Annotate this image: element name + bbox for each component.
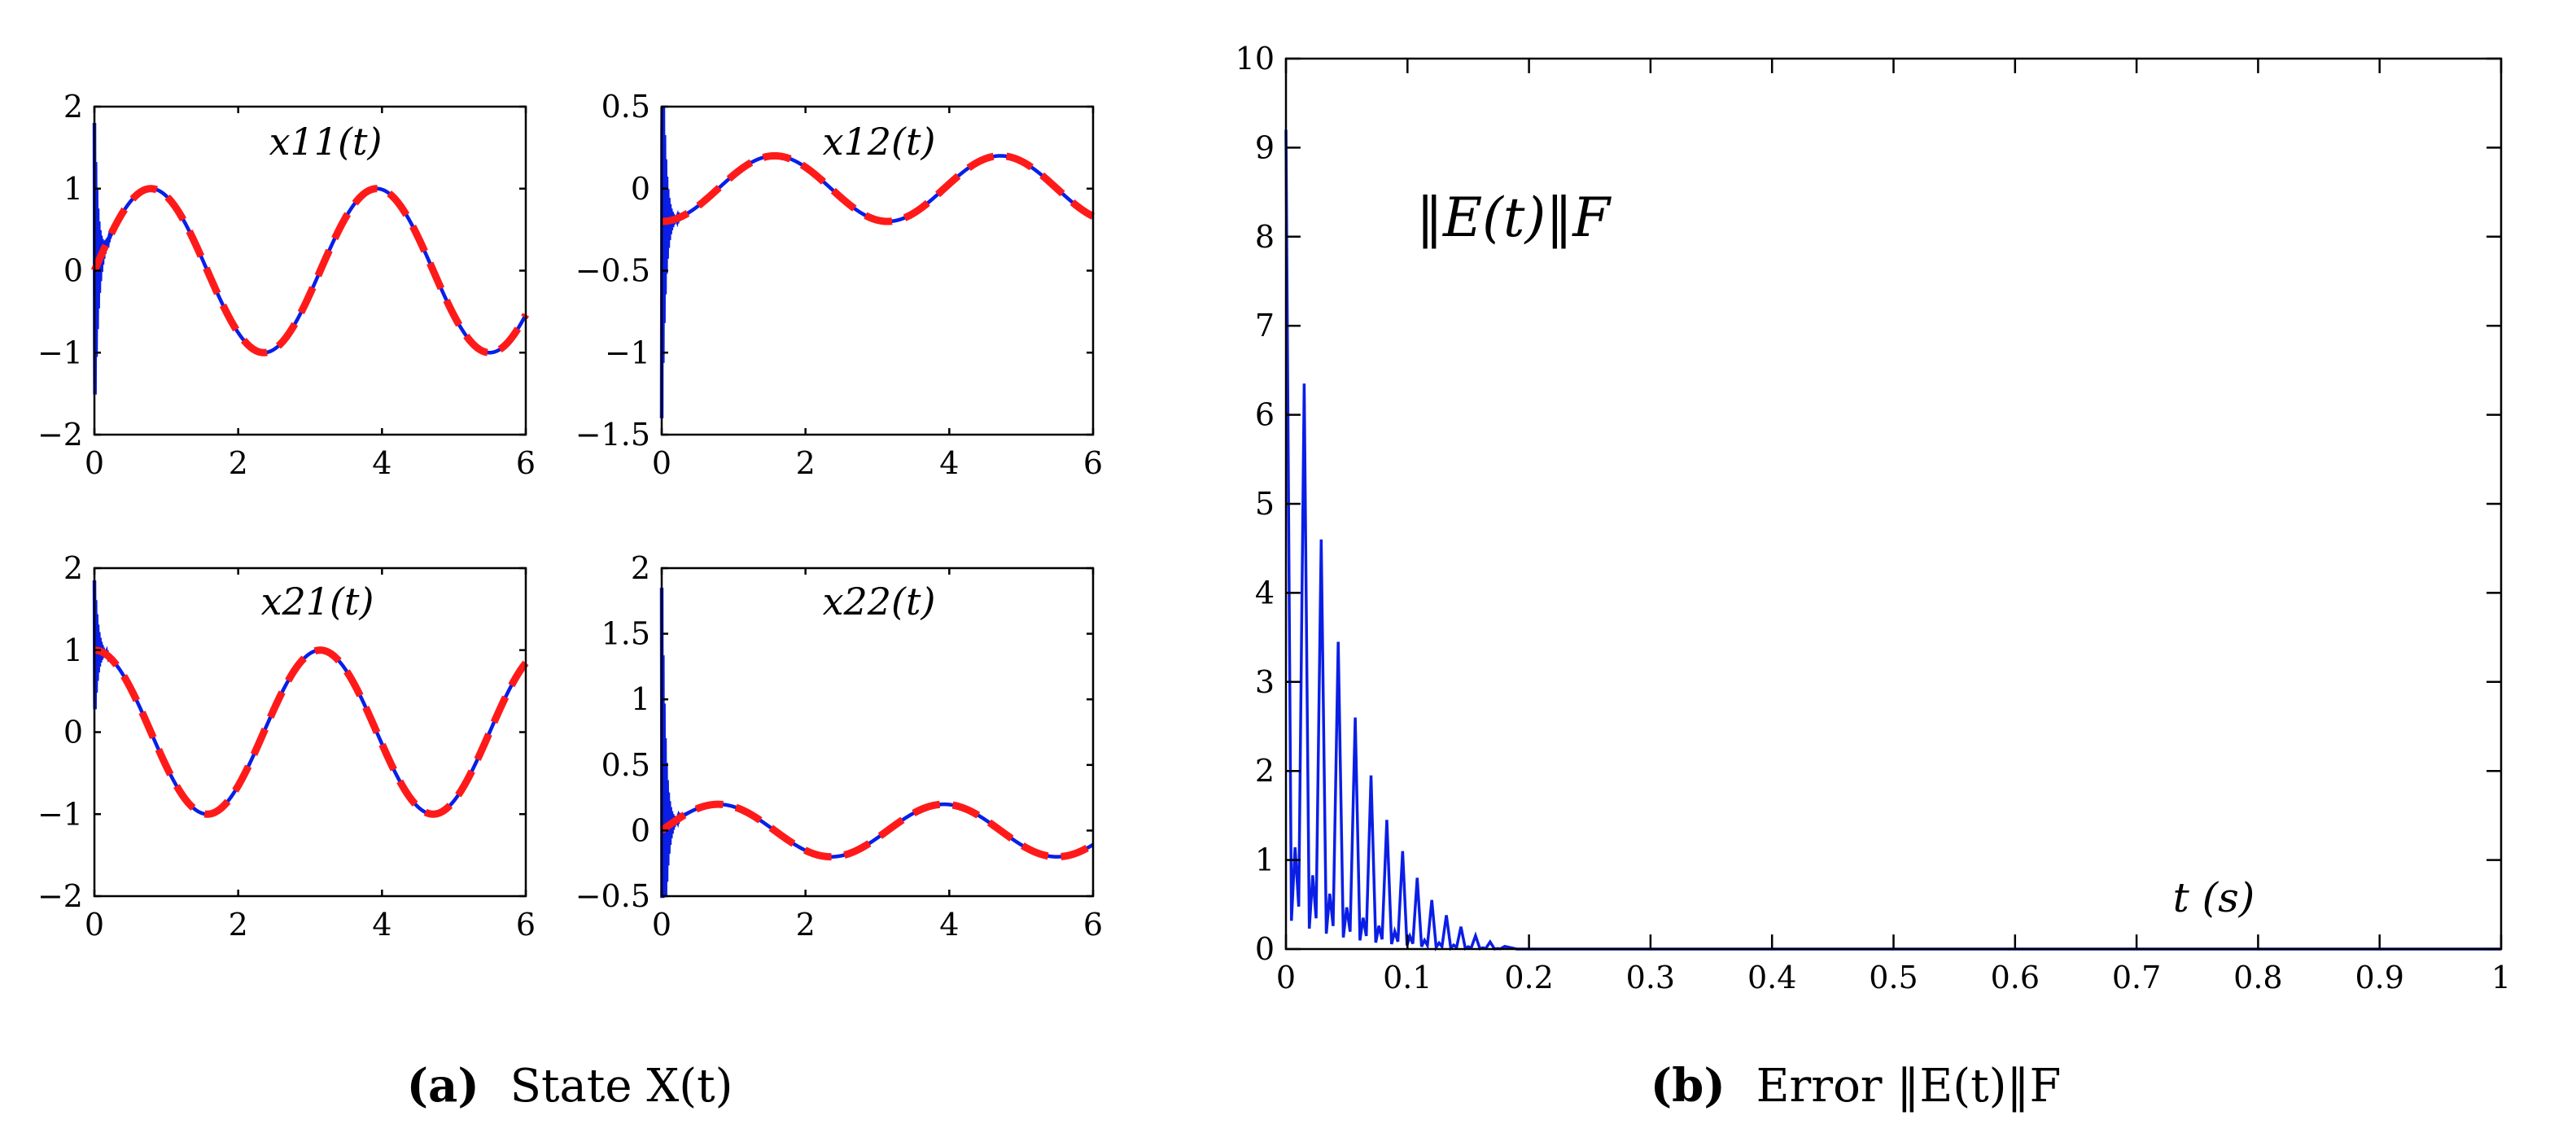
- x12-xtick-label: 4: [939, 445, 959, 481]
- error-norm-line: [1284, 129, 2501, 952]
- error-ytick-label: 4: [1255, 575, 1275, 610]
- error-xtick-label: 0.9: [2355, 960, 2403, 995]
- x11-ytick-label: −1: [37, 335, 83, 370]
- x12-ytick-label: −1: [605, 335, 650, 370]
- x12-title: x12(t): [823, 120, 936, 164]
- error-ytick-label: 10: [1236, 41, 1275, 77]
- x22-ytick-label: 1: [631, 681, 650, 717]
- x22-xtick-label: 0: [652, 907, 671, 943]
- x21-ytick-label: 1: [63, 632, 83, 668]
- x21-xtick-label: 0: [85, 907, 104, 943]
- subplot-error-norm: 0 0.1 0.2 0.3 0.4 0.5 0.6 0.7 0.8 0.9 101234567891…: [1236, 41, 2511, 995]
- error-ytick-label: 7: [1255, 308, 1275, 343]
- error-xtick-label: 0.3: [1626, 960, 1675, 995]
- x21-ytick-label: −2: [37, 878, 83, 914]
- error-xtick-label: 0.8: [2233, 960, 2282, 995]
- error-xtick-label: 0.7: [2112, 960, 2161, 995]
- subplot-x11: 0 2 4 6 −2 −1 0 1 2 x11(t): [37, 89, 536, 481]
- subplot-x22: 0 2 4 6−0.500.511.52 x22(t): [575, 550, 1103, 943]
- caption-a-text: State X(t): [510, 1060, 733, 1113]
- x21-xtick-label: 2: [229, 907, 248, 943]
- subplot-x21: 0 2 4 6 −2 −1 0 1 2 x21(t): [37, 550, 536, 943]
- x12-xtick-label: 0: [652, 445, 671, 481]
- x11-solution-line: [92, 123, 527, 395]
- x12-reference-line: [662, 151, 1095, 225]
- error-ytick-label: 3: [1255, 664, 1275, 700]
- error-xtick-label: 1: [2491, 960, 2511, 995]
- x22-ytick-label: 2: [631, 550, 650, 586]
- error-xlabel: t (s): [2173, 874, 2255, 921]
- x22-ytick-label: −0.5: [575, 878, 650, 914]
- error-ytick-label: 9: [1255, 129, 1275, 165]
- x22-xtick-label: 4: [939, 907, 959, 943]
- x21-ytick-label: −1: [37, 796, 83, 832]
- x11-ytick-label: 1: [63, 171, 83, 207]
- x22-xtick-label: 6: [1083, 907, 1103, 943]
- x12-xtick-label: 6: [1083, 445, 1103, 481]
- x12-ytick-label: 0: [631, 171, 650, 207]
- error-ytick-label: 8: [1255, 219, 1275, 255]
- x22-title: x22(t): [823, 580, 936, 623]
- x11-ytick-label: −2: [37, 417, 83, 453]
- x12-ytick-label: 0.5: [601, 89, 650, 125]
- x21-xtick-label: 4: [372, 907, 391, 943]
- x11-ytick-label: 0: [63, 253, 83, 289]
- x11-title: x11(t): [269, 120, 383, 164]
- x22-ytick-label: 0: [631, 812, 650, 848]
- error-ytick-label: 6: [1255, 397, 1275, 433]
- error-xtick-label: 0.1: [1383, 960, 1432, 995]
- x22-ytick-label: 0.5: [601, 747, 650, 783]
- x22-ytick-label: 1.5: [601, 616, 650, 652]
- error-xtick-label: 0.2: [1504, 960, 1553, 995]
- caption-b-label: (b): [1651, 1059, 1725, 1113]
- caption-b-text: Error ‖E(t)‖F: [1756, 1060, 2062, 1113]
- x12-ytick-label: −0.5: [575, 253, 650, 289]
- x11-reference-line: [90, 185, 529, 357]
- x21-reference-line: [94, 646, 529, 818]
- caption-a-label: (a): [407, 1059, 479, 1113]
- x11-xtick-label: 4: [372, 445, 391, 481]
- x11-xtick-label: 2: [229, 445, 248, 481]
- subplot-x12: 0 2 4 6 −1.5 −1 −0.5 0 0.5 x12(t): [575, 89, 1103, 481]
- x21-ytick-label: 2: [63, 550, 83, 586]
- caption-b: (b) Error ‖E(t)‖F: [1651, 1059, 2062, 1113]
- error-ytick-label: 2: [1255, 753, 1275, 789]
- error-ytick-label: 0: [1255, 931, 1275, 967]
- error-xtick-label: 0.5: [1869, 960, 1918, 995]
- error-ytick-label: 1: [1255, 842, 1275, 878]
- x12-ytick-label: −1.5: [575, 417, 650, 453]
- x11-xtick-label: 0: [85, 445, 104, 481]
- x22-solution-line: [659, 588, 1095, 899]
- error-xtick-label: 0.6: [1991, 960, 2040, 995]
- x11-xtick-label: 6: [516, 445, 536, 481]
- x22-xtick-label: 2: [796, 907, 816, 943]
- x11-ytick-label: 2: [63, 89, 83, 125]
- error-title: ‖E(t)‖F: [1416, 186, 1612, 249]
- caption-a: (a) State X(t): [407, 1059, 733, 1113]
- x21-title: x21(t): [261, 580, 374, 623]
- error-ytick-label: 5: [1255, 486, 1275, 522]
- x22-axes-frame: [660, 566, 1095, 898]
- x12-xtick-label: 2: [796, 445, 816, 481]
- x21-xtick-label: 6: [516, 907, 536, 943]
- x22-reference-line: [659, 800, 1096, 861]
- x21-ytick-label: 0: [63, 715, 83, 750]
- error-xtick-label: 0.4: [1747, 960, 1796, 995]
- error-xtick-label: 0: [1276, 960, 1296, 995]
